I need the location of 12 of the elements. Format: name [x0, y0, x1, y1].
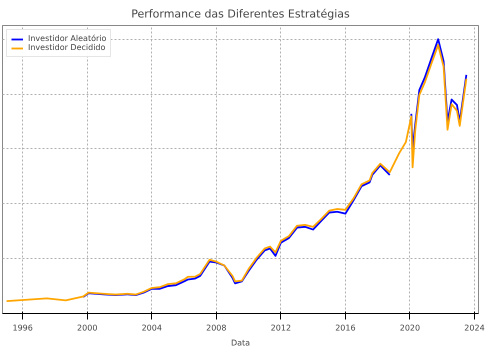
x-tick-label: 2000 [77, 324, 98, 332]
x-tick-label: 2020 [400, 324, 420, 332]
x-axis-title: Data [230, 338, 250, 348]
x-tick-label: 1996 [12, 324, 33, 332]
legend-label: Investidor Aleatório [28, 34, 106, 43]
chart-title: Performance das Diferentes Estratégias [131, 8, 350, 20]
legend-label: Investidor Decidido [28, 43, 106, 52]
x-tick-label: 2024 [464, 324, 485, 332]
x-tick-label: 2008 [206, 324, 226, 332]
x-tick-label: 2012 [270, 324, 292, 332]
x-tick-label: 2004 [142, 324, 162, 332]
x-tick-label: 2016 [335, 324, 356, 332]
